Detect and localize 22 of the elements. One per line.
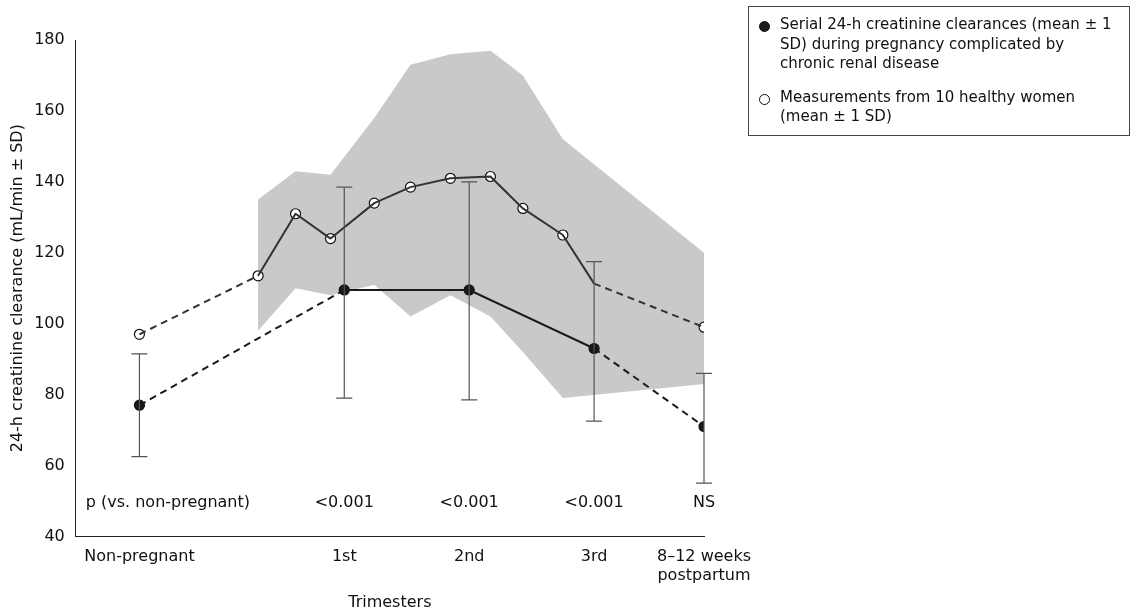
x-tick-label: Non-pregnant [84, 546, 195, 566]
annotation: <0.001 [314, 491, 374, 511]
x-tick-label: 3rd [580, 546, 608, 566]
y-axis-title: 24-h creatinine clearance (mL/min ± SD) [6, 124, 26, 453]
x-tick-label: 8–12 weeks postpartum [657, 546, 751, 585]
y-tick-label: 40 [44, 525, 65, 545]
legend-label: Measurements from 10 healthy women (mean ± 1 SD) [780, 87, 1076, 127]
y-tick-label: 140 [34, 170, 65, 190]
y-tick-label: 60 [44, 454, 65, 474]
annotation: NS [692, 491, 716, 511]
y-tick-label: 180 [34, 29, 65, 49]
y-tick-label: 80 [44, 383, 65, 403]
x-tick-label: 1st [331, 546, 357, 566]
x-tick-label: 2nd [453, 546, 485, 566]
y-tick-label: 100 [34, 312, 65, 332]
y-tick-label: 120 [34, 241, 65, 261]
legend-label: Serial 24-h creatinine clearances (mean ± 1 SD) during pregnancy complicated by chronic renal disease [780, 15, 1113, 74]
annotation: <0.001 [564, 491, 624, 511]
y-tick-label: 160 [34, 100, 65, 120]
x-axis-title: Trimesters [347, 591, 432, 611]
annotation: p (vs. non-pregnant) [85, 491, 251, 511]
annotation: <0.001 [439, 491, 499, 511]
